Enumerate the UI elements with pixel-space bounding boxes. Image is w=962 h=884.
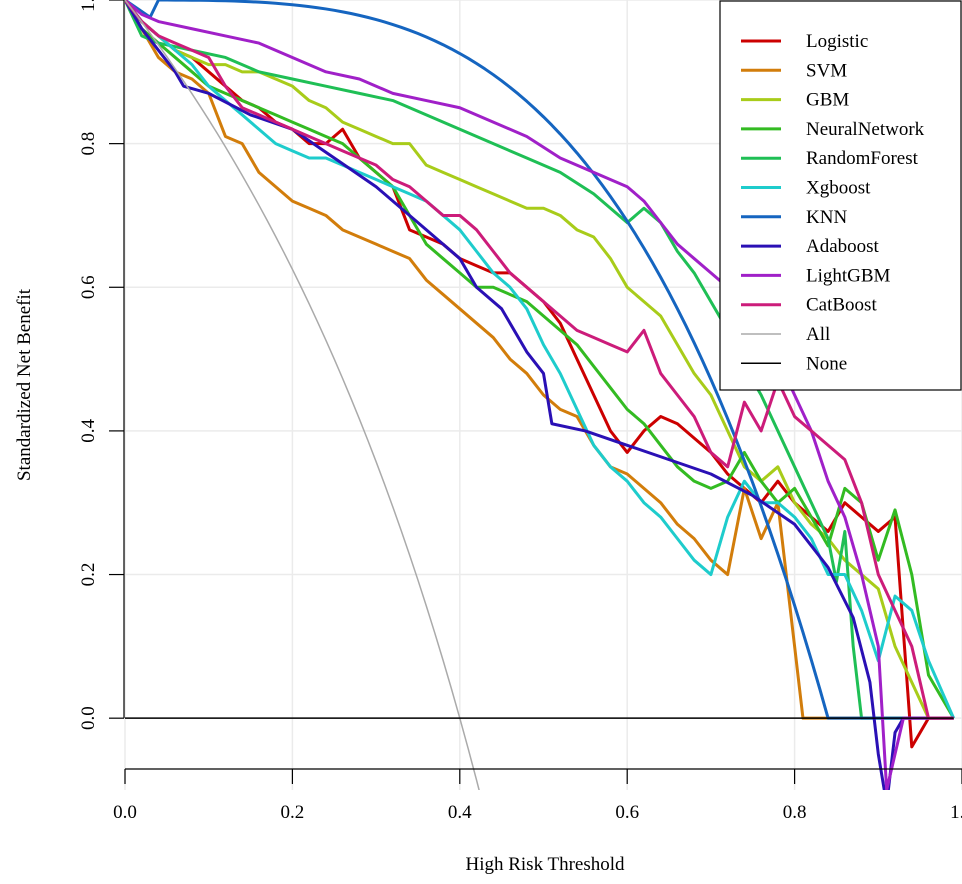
x-axis-title: High Risk Threshold	[465, 854, 625, 875]
legend-label-all: All	[806, 324, 830, 345]
x-tick-label: 0.6	[615, 802, 639, 823]
y-tick-label: 0.2	[78, 563, 99, 587]
series-line-all	[125, 0, 480, 790]
series-line-neuralnetwork	[125, 0, 955, 719]
legend-label-randomforest: RandomForest	[806, 148, 919, 169]
legend-label-none: None	[806, 353, 847, 374]
x-tick-label: 1.0	[950, 802, 962, 823]
legend-label-svm: SVM	[806, 60, 847, 81]
legend-label-neuralnetwork: NeuralNetwork	[806, 119, 925, 140]
legend-label-xgboost: Xgboost	[806, 178, 871, 199]
legend-label-lightgbm: LightGBM	[806, 265, 891, 286]
legend-label-logistic: Logistic	[806, 31, 868, 52]
y-tick-label: 1.0	[78, 0, 99, 12]
legend-label-adaboost: Adaboost	[806, 236, 880, 257]
y-tick-label: 0.0	[78, 706, 99, 730]
series-line-catboost	[125, 0, 954, 720]
legend: Logistic SVM GBM NeuralNetwork RandomForest X…	[719, 0, 962, 391]
series-line-xgboost	[125, 0, 956, 719]
x-tick-label: 0.4	[448, 802, 472, 823]
x-axis: 0.0 0.2 0.4 0.6 0.8 1.0	[113, 768, 962, 823]
x-tick-label: 0.2	[281, 802, 305, 823]
y-tick-label: 0.6	[78, 275, 99, 299]
y-tick-label: 0.4	[78, 419, 99, 443]
y-axis-title: Standardized Net Benefit	[14, 288, 35, 481]
x-tick-label: 0.0	[113, 802, 137, 823]
series-line-lightgbm	[125, 0, 954, 790]
legend-label-catboost: CatBoost	[806, 295, 877, 316]
series-line-adaboost	[125, 0, 954, 790]
legend-label-knn: KNN	[806, 207, 847, 228]
legend-label-gbm: GBM	[806, 90, 849, 111]
y-tick-label: 0.8	[78, 132, 99, 156]
y-axis: 0.0 0.2 0.4 0.6 0.8 1.0	[78, 0, 125, 730]
series-line-svm	[125, 0, 954, 720]
series-line-randomforest	[125, 0, 954, 720]
legend-box	[719, 0, 962, 391]
plot-lines	[125, 0, 956, 790]
x-tick-label: 0.8	[783, 802, 807, 823]
